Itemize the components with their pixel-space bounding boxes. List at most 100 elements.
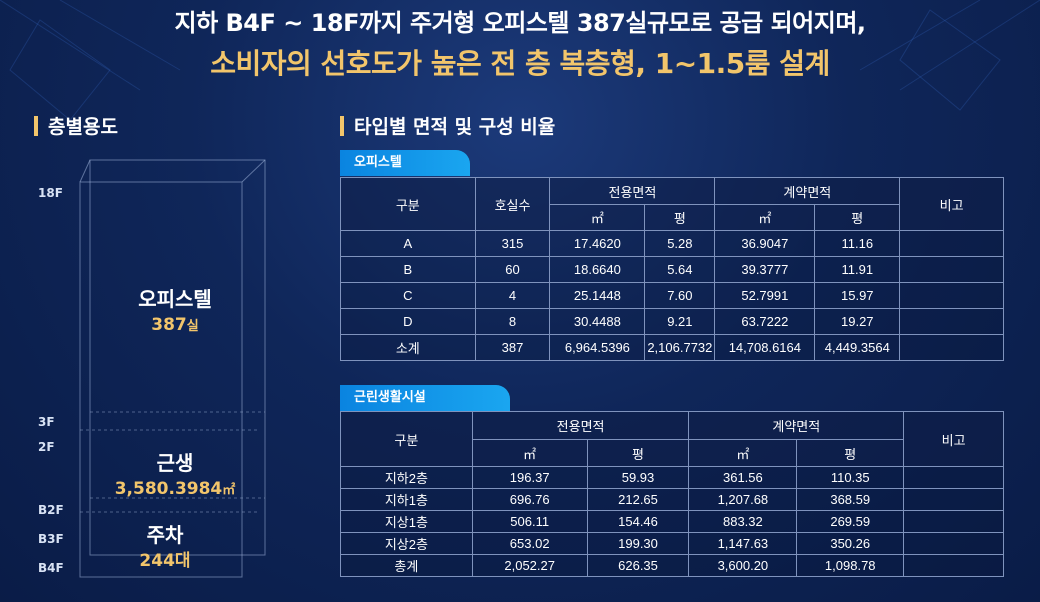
table-row: 지하2층 196.37 59.93 361.56 110.35 bbox=[340, 466, 1004, 489]
header-sqm: ㎡ bbox=[471, 439, 588, 467]
use-officetel-unit: 실 bbox=[186, 319, 199, 334]
header-division: 구분 bbox=[340, 411, 473, 467]
table-cell: 110.35 bbox=[796, 466, 905, 489]
use-officetel-name: 오피스텔 bbox=[138, 287, 212, 311]
table-cell: 18.6640 bbox=[549, 256, 646, 283]
table-cell bbox=[903, 554, 1004, 577]
table-cell: 196.37 bbox=[471, 466, 588, 489]
table-row: 지상1층 506.11 154.46 883.32 269.59 bbox=[340, 510, 1004, 533]
table-cell: 5.28 bbox=[644, 230, 716, 257]
table-cell: 269.59 bbox=[796, 510, 905, 533]
table-row: 소계 387 6,964.5396 2,106.7732 14,708.6164 4,44… bbox=[340, 334, 1004, 361]
table-cell: 6,964.5396 bbox=[549, 334, 646, 361]
header-exclusive: 전용면적 bbox=[471, 411, 690, 440]
table-cell: 9.21 bbox=[644, 308, 716, 335]
floor-section-title: 층별용도 bbox=[34, 112, 118, 139]
table-cell: 626.35 bbox=[586, 554, 690, 577]
table-cell: 19.27 bbox=[814, 308, 901, 335]
header-pyeong: 평 bbox=[796, 439, 905, 467]
table-cell: 총계 bbox=[340, 554, 473, 577]
header-remark: 비고 bbox=[899, 177, 1004, 231]
table-cell: 154.46 bbox=[586, 510, 690, 533]
use-parking-value: 244 bbox=[139, 551, 175, 571]
table-cell: 36.9047 bbox=[714, 230, 816, 257]
table-cell: 361.56 bbox=[688, 466, 798, 489]
retail-table: 구분 전용면적 계약면적 비고 ㎡ 평 ㎡ 평 지하2층 196.37 59.93 3… bbox=[340, 411, 1004, 577]
table-cell bbox=[899, 256, 1004, 283]
table-cell: 7.60 bbox=[644, 282, 716, 309]
table-cell bbox=[899, 308, 1004, 335]
table-cell: 14,708.6164 bbox=[714, 334, 816, 361]
table-cell: 315 bbox=[474, 230, 551, 257]
table-cell: 8 bbox=[474, 308, 551, 335]
table-cell: 25.1448 bbox=[549, 282, 646, 309]
table-cell: 52.7991 bbox=[714, 282, 816, 309]
table-cell: 지상1층 bbox=[340, 510, 473, 533]
table-row: 지하1층 696.76 212.65 1,207.68 368.59 bbox=[340, 488, 1004, 511]
table-cell bbox=[903, 510, 1004, 533]
table-row: C 4 25.1448 7.60 52.7991 15.97 bbox=[340, 282, 1004, 309]
floor-section-title-text: 층별용도 bbox=[48, 116, 118, 138]
table-cell: 17.4620 bbox=[549, 230, 646, 257]
officetel-table: 구분 호실수 전용면적 계약면적 비고 ㎡ 평 ㎡ 평 A 315 17.4620 5… bbox=[340, 177, 1004, 361]
header-pyeong: 평 bbox=[644, 204, 716, 231]
header-units: 호실수 bbox=[474, 177, 551, 231]
table-cell: 15.97 bbox=[814, 282, 901, 309]
table-cell: C bbox=[340, 282, 476, 309]
floor-label-18f: 18F bbox=[38, 186, 63, 200]
table-cell: 212.65 bbox=[586, 488, 690, 511]
headline-line-1: 지하 B4F ~ 18F까지 주거형 오피스텔 387실규모로 공급 되어지며, bbox=[174, 9, 866, 37]
use-retail-unit: ㎡ bbox=[222, 483, 236, 498]
table-cell bbox=[903, 532, 1004, 555]
table-cell: 696.76 bbox=[471, 488, 588, 511]
header-exclusive: 전용면적 bbox=[549, 177, 716, 205]
floor-label-b2f: B2F bbox=[38, 503, 64, 517]
building-diagram bbox=[79, 159, 266, 578]
header-contract: 계약면적 bbox=[688, 411, 905, 440]
headline-line-2: 소비자의 선호도가 높은 전 층 복층형, 1~1.5룸 설계 bbox=[210, 47, 830, 80]
header-contract: 계약면적 bbox=[714, 177, 901, 205]
table-cell: 1,098.78 bbox=[796, 554, 905, 577]
header-sqm: ㎡ bbox=[549, 204, 646, 231]
floor-label-3f: 3F bbox=[38, 415, 55, 429]
table-section-title: 타입별 면적 및 구성 비율 bbox=[340, 112, 555, 139]
table-row: 총계 2,052.27 626.35 3,600.20 1,098.78 bbox=[340, 554, 1004, 577]
use-officetel-value: 387 bbox=[151, 315, 187, 335]
table-cell: 350.26 bbox=[796, 532, 905, 555]
table-cell: 11.16 bbox=[814, 230, 901, 257]
tab-retail: 근린생활시설 bbox=[340, 385, 510, 411]
headline: 지하 B4F ~ 18F까지 주거형 오피스텔 387실규모로 공급 되어지며,… bbox=[0, 6, 1040, 84]
table-cell bbox=[903, 466, 1004, 489]
use-retail-value: 3,580.3984 bbox=[114, 479, 223, 499]
use-retail-name: 근생 bbox=[156, 451, 194, 475]
table-cell: 11.91 bbox=[814, 256, 901, 283]
table-cell: 5.64 bbox=[644, 256, 716, 283]
table-cell: 506.11 bbox=[471, 510, 588, 533]
table-cell: 368.59 bbox=[796, 488, 905, 511]
table-cell: 59.93 bbox=[586, 466, 690, 489]
table-cell bbox=[899, 334, 1004, 361]
table-cell: 199.30 bbox=[586, 532, 690, 555]
table-row: D 8 30.4488 9.21 63.7222 19.27 bbox=[340, 308, 1004, 335]
header-sqm: ㎡ bbox=[688, 439, 798, 467]
table-cell bbox=[899, 282, 1004, 309]
table-cell: 1,147.63 bbox=[688, 532, 798, 555]
table-cell: 63.7222 bbox=[714, 308, 816, 335]
use-parking-unit: 대 bbox=[174, 551, 191, 571]
table-cell: 지상2층 bbox=[340, 532, 473, 555]
use-parking-name: 주차 bbox=[146, 523, 184, 547]
header-division: 구분 bbox=[340, 177, 476, 231]
use-retail: 근생 3,580.3984㎡ bbox=[80, 450, 270, 504]
header-sqm: ㎡ bbox=[714, 204, 816, 231]
table-cell: D bbox=[340, 308, 476, 335]
table-cell: B bbox=[340, 256, 476, 283]
table-cell: 39.3777 bbox=[714, 256, 816, 283]
use-officetel: 오피스텔 387실 bbox=[90, 286, 260, 340]
table-cell: A bbox=[340, 230, 476, 257]
table-cell bbox=[903, 488, 1004, 511]
table-cell: 2,052.27 bbox=[471, 554, 588, 577]
table-cell: 883.32 bbox=[688, 510, 798, 533]
floor-label-b4f: B4F bbox=[38, 561, 64, 575]
tab-officetel: 오피스텔 bbox=[340, 150, 470, 176]
header-remark: 비고 bbox=[903, 411, 1004, 467]
